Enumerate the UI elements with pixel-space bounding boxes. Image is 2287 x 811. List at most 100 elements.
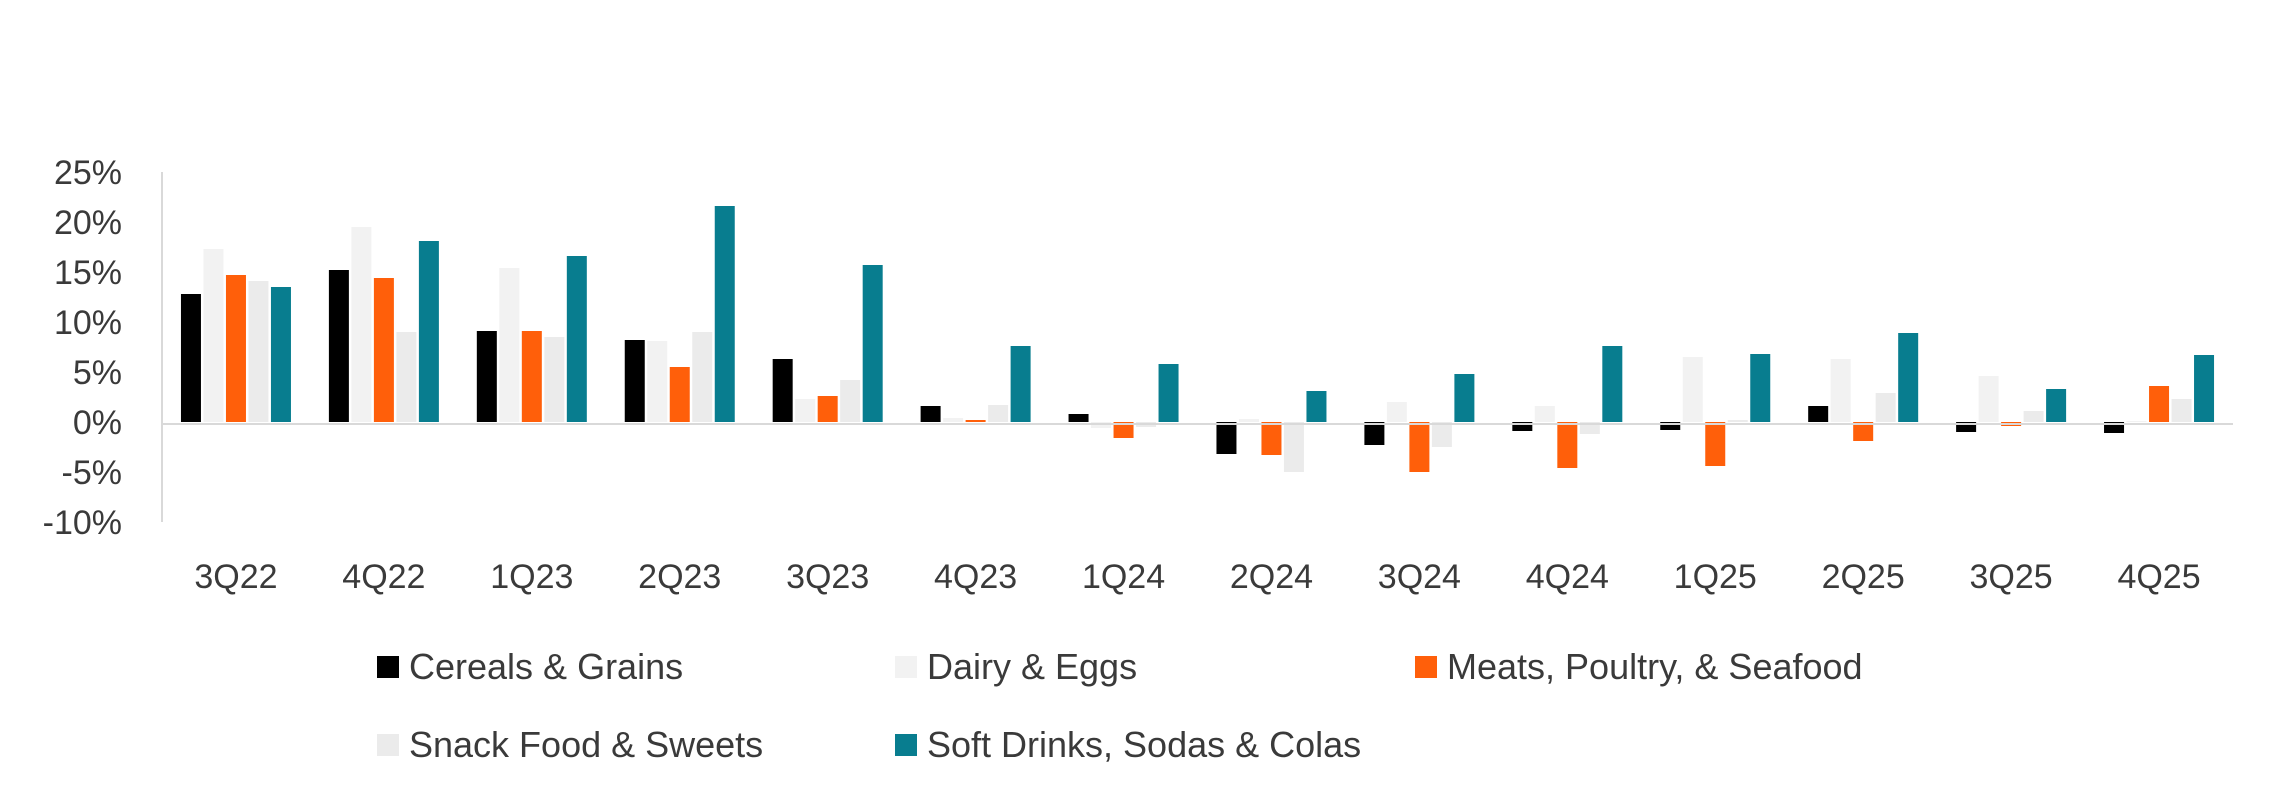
- bar-soft-drinks-sodas-colas-1q25: [1750, 354, 1771, 422]
- x-tick-label: 4Q22: [342, 558, 425, 596]
- bar-soft-drinks-sodas-colas-3q25: [2046, 389, 2067, 422]
- x-tick-label: 2Q23: [638, 558, 721, 596]
- bar-meats-poultry-seafood-2q23: [669, 367, 690, 422]
- bar-soft-drinks-sodas-colas-4q22: [418, 241, 439, 422]
- bar-meats-poultry-seafood-4q24: [1557, 422, 1578, 468]
- legend-label: Meats, Poultry, & Seafood: [1447, 646, 1863, 687]
- legend-label: Soft Drinks, Sodas & Colas: [927, 724, 1361, 765]
- x-axis-tick-labels: 3Q22 4Q22 1Q23 2Q23 3Q23 4Q23 1Q24 2Q24 3Q24 4Q24…: [194, 558, 2200, 596]
- legend-swatch: [895, 734, 917, 756]
- y-tick-label: 0%: [73, 404, 122, 442]
- bar-soft-drinks-sodas-colas-1q24: [1158, 364, 1179, 422]
- y-tick-label: -10%: [43, 504, 122, 542]
- bar-cereals-grains-2q23: [624, 340, 645, 422]
- x-tick-label: 2Q25: [1822, 558, 1905, 596]
- x-tick-label: 3Q23: [786, 558, 869, 596]
- legend-label: Dairy & Eggs: [927, 646, 1137, 687]
- y-tick-label: 15%: [54, 254, 122, 292]
- y-axis-tick-labels: -10% -5% 0% 5% 10% 15% 20% 25%: [43, 154, 122, 542]
- bar-meats-poultry-seafood-3q22: [225, 275, 246, 422]
- bar-snack-food-sweets-4q25: [2171, 399, 2192, 422]
- bar-snack-food-sweets-2q24: [1283, 422, 1304, 472]
- bar-cereals-grains-1q24: [1068, 414, 1089, 422]
- bar-soft-drinks-sodas-colas-1q23: [566, 256, 587, 422]
- bar-cereals-grains-4q22: [328, 270, 349, 422]
- bar-dairy-eggs-1q23: [499, 268, 520, 422]
- bar-dairy-eggs-3q25: [1978, 376, 1999, 422]
- bar-meats-poultry-seafood-2q24: [1261, 422, 1282, 455]
- bar-soft-drinks-sodas-colas-2q23: [714, 206, 735, 422]
- x-tick-label: 3Q24: [1378, 558, 1461, 596]
- bar-dairy-eggs-1q25: [1682, 357, 1703, 422]
- bar-meats-poultry-seafood-3q24: [1409, 422, 1430, 472]
- bar-cereals-grains-4q25: [2104, 422, 2125, 433]
- legend-item-meats-poultry-seafood: Meats, Poultry, & Seafood: [1415, 646, 1863, 687]
- bar-meats-poultry-seafood-4q22: [373, 278, 394, 422]
- bar-snack-food-sweets-3q22: [248, 281, 269, 422]
- y-tick-label: 5%: [73, 354, 122, 392]
- bar-dairy-eggs-3q24: [1386, 402, 1407, 422]
- y-tick-label: 20%: [54, 204, 122, 242]
- bar-soft-drinks-sodas-colas-4q24: [1602, 346, 1623, 422]
- bar-dairy-eggs-4q25: [2126, 421, 2147, 422]
- bar-cereals-grains-3q24: [1364, 422, 1385, 445]
- x-tick-label: 3Q25: [1970, 558, 2053, 596]
- bar-dairy-eggs-2q24: [1238, 419, 1259, 422]
- bar-soft-drinks-sodas-colas-4q23: [1010, 346, 1031, 422]
- bar-soft-drinks-sodas-colas-2q25: [1898, 333, 1919, 422]
- y-tick-label: 10%: [54, 304, 122, 342]
- bar-soft-drinks-sodas-colas-3q22: [270, 287, 291, 422]
- bars-layer: [180, 206, 2215, 472]
- bar-cereals-grains-2q25: [1808, 406, 1829, 422]
- x-tick-label: 1Q23: [490, 558, 573, 596]
- legend-swatch: [377, 734, 399, 756]
- legend: Cereals & Grains Dairy & Eggs Meats, Poult…: [377, 646, 1863, 765]
- bar-snack-food-sweets-3q23: [840, 380, 861, 422]
- bar-snack-food-sweets-1q25: [1727, 420, 1748, 422]
- bar-snack-food-sweets-2q23: [692, 332, 713, 422]
- legend-item-soft-drinks-sodas-colas: Soft Drinks, Sodas & Colas: [895, 724, 1361, 765]
- x-tick-label: 4Q25: [2117, 558, 2200, 596]
- legend-item-snack-food-sweets: Snack Food & Sweets: [377, 724, 763, 765]
- bar-cereals-grains-3q25: [1956, 422, 1977, 432]
- bar-meats-poultry-seafood-4q25: [2149, 386, 2170, 422]
- x-tick-label: 2Q24: [1230, 558, 1313, 596]
- bar-soft-drinks-sodas-colas-3q24: [1454, 374, 1475, 422]
- x-tick-label: 1Q24: [1082, 558, 1165, 596]
- x-tick-label: 4Q24: [1526, 558, 1609, 596]
- bar-cereals-grains-1q25: [1660, 422, 1681, 430]
- bar-snack-food-sweets-3q24: [1431, 422, 1452, 447]
- legend-item-dairy-eggs: Dairy & Eggs: [895, 646, 1137, 687]
- y-tick-label: 25%: [54, 154, 122, 192]
- legend-swatch: [1415, 656, 1437, 678]
- legend-label: Cereals & Grains: [409, 646, 683, 687]
- legend-swatch: [377, 656, 399, 678]
- legend-label: Snack Food & Sweets: [409, 724, 763, 765]
- bar-cereals-grains-4q24: [1512, 422, 1533, 431]
- bar-meats-poultry-seafood-2q25: [1853, 422, 1874, 441]
- bar-meats-poultry-seafood-4q23: [965, 420, 986, 422]
- bar-soft-drinks-sodas-colas-3q23: [862, 265, 883, 422]
- bar-meats-poultry-seafood-3q23: [817, 396, 838, 422]
- bar-soft-drinks-sodas-colas-2q24: [1306, 391, 1327, 422]
- bar-dairy-eggs-4q22: [351, 227, 372, 422]
- legend-item-cereals-grains: Cereals & Grains: [377, 646, 683, 687]
- bar-dairy-eggs-3q23: [795, 399, 816, 422]
- bar-cereals-grains-1q23: [476, 331, 497, 422]
- bar-cereals-grains-2q24: [1216, 422, 1237, 454]
- bar-dairy-eggs-2q23: [647, 341, 668, 422]
- bar-meats-poultry-seafood-1q25: [1705, 422, 1726, 466]
- bar-snack-food-sweets-1q23: [544, 337, 565, 422]
- x-tick-label: 3Q22: [194, 558, 277, 596]
- bar-cereals-grains-3q22: [180, 294, 201, 422]
- bar-snack-food-sweets-4q23: [988, 405, 1009, 422]
- bar-cereals-grains-4q23: [920, 406, 941, 422]
- bar-cereals-grains-3q23: [772, 359, 793, 422]
- legend-swatch: [895, 656, 917, 678]
- x-tick-label: 4Q23: [934, 558, 1017, 596]
- bar-dairy-eggs-2q25: [1830, 359, 1851, 422]
- x-tick-label: 1Q25: [1674, 558, 1757, 596]
- bar-dairy-eggs-4q23: [943, 418, 964, 422]
